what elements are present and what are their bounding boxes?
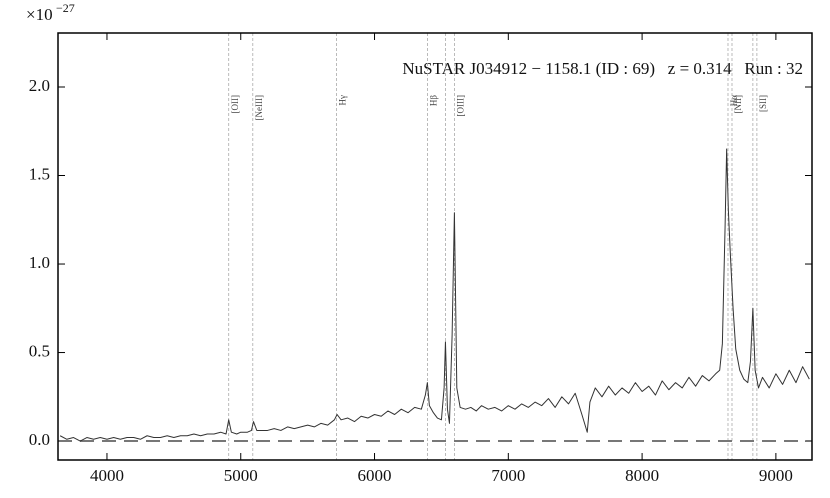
x-tick-label: 7000 [491, 466, 525, 485]
emission-label: Hβ [429, 95, 439, 106]
x-tick-label: 4000 [90, 466, 124, 485]
x-tick-label: 8000 [625, 466, 659, 485]
spectrum [59, 148, 810, 442]
emission-label: [NeIII] [254, 95, 264, 120]
x-tick-label: 9000 [759, 466, 793, 485]
y-tick-label: 0.0 [29, 430, 50, 449]
plot-frame [57, 32, 813, 461]
y-multiplier: ×10 [26, 5, 53, 24]
y-tick-label: 1.0 [29, 253, 50, 272]
x-tick-label: 5000 [224, 466, 258, 485]
emission-label: [NII] [733, 95, 743, 114]
emission-label: [OII] [230, 95, 240, 114]
emission-label: Hγ [338, 95, 348, 105]
chart-title: NuSTAR J034912 − 1158.1 (ID : 69) z = 0.… [402, 59, 803, 78]
emission-label: [OIII] [455, 95, 465, 117]
emission-label: Hα [729, 95, 739, 106]
emission-label: [SII] [758, 95, 768, 112]
y-tick-label: 1.5 [29, 164, 50, 183]
y-tick-label: 0.5 [29, 341, 50, 360]
y-exponent: −27 [56, 1, 75, 15]
x-tick-label: 6000 [358, 466, 392, 485]
y-tick-label: 2.0 [29, 76, 50, 95]
